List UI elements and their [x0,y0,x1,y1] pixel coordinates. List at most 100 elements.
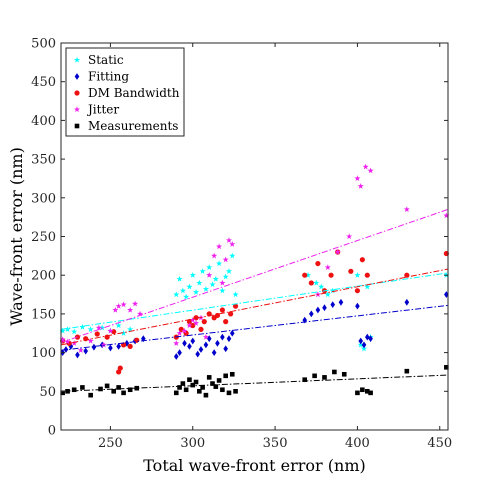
data-point-jitter [115,302,122,309]
data-point-static [225,268,233,274]
y-tick-label: 0 [48,424,56,439]
y-tick-label: 150 [31,307,56,322]
data-point-jitter [334,248,341,255]
data-point-jitter [181,327,188,334]
data-point-jitter [324,264,331,271]
data-point-measurements [121,390,126,396]
data-point-measurements [312,373,317,379]
data-point-static [212,275,219,282]
data-point-jitter [120,301,127,308]
trend-line-jitter [60,208,449,344]
data-point-dm-bandwidth [94,331,100,337]
data-point-dm-bandwidth [201,319,207,325]
data-point-jitter [64,338,71,345]
data-point-measurements [226,390,232,396]
data-point-static [318,283,325,290]
data-point-static [127,326,134,332]
data-point-jitter [173,340,180,346]
data-point-dm-bandwidth [127,343,133,350]
data-point-static [313,279,320,286]
legend-marker-measurements [74,123,80,129]
data-point-jitter [107,327,114,334]
data-point-fitting [330,301,336,309]
data-point-measurements [365,389,370,394]
data-point-jitter [216,243,223,250]
data-point-fitting [116,343,121,350]
data-point-fitting [309,310,314,318]
data-point-measurements [111,389,116,394]
data-point-measurements [206,375,212,380]
trend-line-fitting [60,304,449,351]
data-point-measurements [355,390,360,396]
data-point-fitting [315,306,321,314]
data-point-measurements [116,385,121,390]
data-point-jitter [229,241,236,247]
data-point-measurements [229,371,235,377]
data-point-measurements [180,381,186,386]
data-point-static [183,293,190,300]
data-point-jitter [219,279,226,286]
data-point-dm-bandwidth [223,319,229,325]
data-point-fitting [368,335,373,343]
data-point-static [304,272,312,278]
data-point-measurements [187,377,192,382]
data-point-static [64,326,71,332]
data-point-measurements [213,384,219,389]
data-point-jitter [346,233,353,240]
data-point-static [59,327,66,334]
data-point-measurements [127,387,133,393]
trend-line-measurements [60,374,449,392]
data-point-measurements [210,381,215,386]
y-tick-label: 300 [31,191,56,206]
legend: Static Fitting DM Bandwidth Jitter Measureme… [65,47,185,137]
data-point-jitter [95,324,102,331]
data-point-fitting [355,302,360,310]
data-point-static [196,279,203,286]
data-point-fitting [444,291,449,298]
data-point-static [357,341,364,348]
legend-box [65,47,185,137]
data-point-fitting [75,351,80,359]
data-point-dm-bandwidth [117,365,123,371]
trend-line-static [60,272,449,330]
data-point-jitter [59,336,66,343]
data-point-jitter [186,322,193,329]
series-dm-bandwidth [60,249,449,375]
data-point-jitter [176,330,183,336]
data-point-fitting [177,349,182,356]
data-point-jitter [77,347,84,353]
data-point-fitting [358,337,364,345]
data-point-fitting [404,298,410,306]
legend-label: Static [88,53,124,67]
data-point-dm-bandwidth [364,272,370,278]
data-point-fitting [91,343,97,351]
data-point-dm-bandwidth [111,329,117,335]
y-tick-label: 350 [31,153,56,168]
data-point-measurements [216,378,222,383]
data-point-fitting [215,339,220,347]
data-point-measurements [98,386,103,392]
data-point-jitter [137,310,144,317]
x-tick-label: 450 [427,436,452,451]
data-point-dm-bandwidth [219,307,225,313]
data-point-static [360,345,368,352]
data-point-measurements [173,390,179,396]
x-axis-label: Total wave-front error (nm) [143,456,366,475]
trend-lines [60,208,449,392]
data-point-static [71,328,78,335]
data-point-static [186,283,193,290]
data-point-static [173,291,180,298]
data-point-fitting [361,341,367,349]
data-point-dm-bandwidth [232,303,239,309]
data-point-measurements [233,389,238,394]
data-point-static [229,252,236,259]
data-point-measurements [444,365,449,370]
data-point-static [354,272,361,278]
data-point-dm-bandwidth [198,326,204,332]
data-point-measurements [360,387,365,393]
x-tick-label: 350 [263,436,288,451]
legend-entry-jitter: Jitter [73,103,119,117]
data-point-static [199,268,206,274]
x-tick-label: 400 [345,436,370,451]
